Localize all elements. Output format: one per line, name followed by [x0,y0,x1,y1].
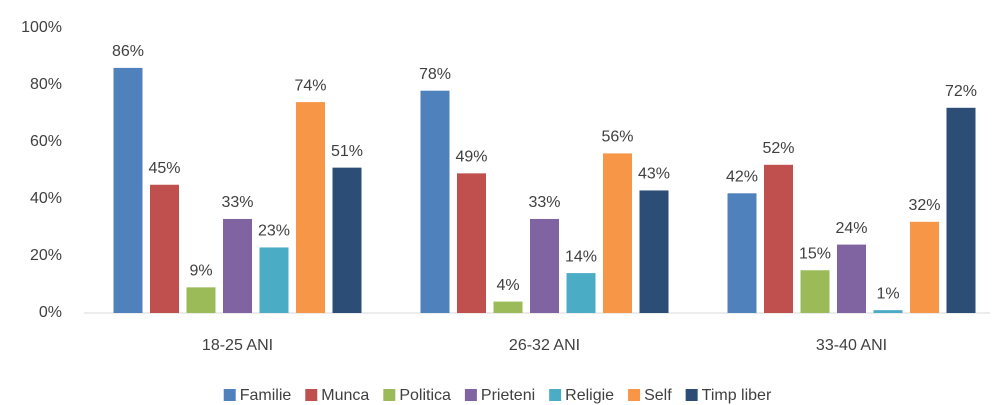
data-label: 51% [331,143,363,160]
bar [873,310,903,313]
bar [639,190,669,313]
bar [566,273,596,313]
bar [530,218,559,313]
data-label: 86% [112,43,144,60]
data-label: 52% [762,140,794,157]
bar [420,90,450,313]
data-label: 9% [189,263,212,280]
data-label: 14% [565,248,597,265]
legend-label: Politica [399,387,451,404]
bar [113,67,143,314]
bar [457,173,486,313]
data-label: 33% [528,194,560,211]
data-label: 49% [455,149,487,166]
legend-label: Timp liber [702,387,772,404]
bar [296,102,325,313]
legend-label: Familie [240,387,292,404]
data-label: 32% [908,197,940,214]
bar [259,247,289,313]
data-label: 56% [601,129,633,146]
bar [800,270,830,313]
bar [493,301,523,313]
data-label: 74% [294,77,326,94]
data-label: 45% [148,160,180,177]
legend-swatch [223,389,236,401]
bar [332,167,362,313]
legend-label: Religie [565,387,614,404]
data-label: 1% [876,285,899,302]
data-label: 42% [726,169,758,186]
bar [764,164,793,313]
legend-swatch [628,389,641,401]
legend-swatch [464,389,477,401]
x-tick-label: 18-25 ANI [202,337,273,354]
legend-swatch [383,389,396,401]
data-label: 33% [221,194,253,211]
bar [946,107,976,313]
x-tick-label: 33-40 ANI [816,337,887,354]
legend-label: Prieteni [481,387,535,404]
data-label: 78% [419,66,451,83]
legend-swatch [305,389,318,401]
y-tick-label: 20% [30,247,62,264]
x-tick-label: 26-32 ANI [509,337,580,354]
y-tick-label: 40% [30,190,62,207]
legend-label: Munca [321,387,369,404]
data-label: 23% [258,223,290,240]
bar [150,184,179,313]
y-tick-label: 100% [21,19,62,36]
bar [910,221,939,313]
data-label: 72% [945,83,977,100]
bar [837,244,866,313]
legend-label: Self [644,387,672,404]
bar [727,193,757,313]
bar [223,218,252,313]
data-label: 24% [835,220,867,237]
data-label: 15% [799,245,831,262]
y-tick-label: 60% [30,133,62,150]
data-label: 4% [496,277,519,294]
y-tick-label: 80% [30,76,62,93]
legend-swatch [685,389,698,401]
bar [186,287,216,313]
legend-swatch [549,389,562,401]
y-tick-label: 0% [39,304,62,321]
bar [603,153,632,313]
data-label: 43% [638,166,670,183]
